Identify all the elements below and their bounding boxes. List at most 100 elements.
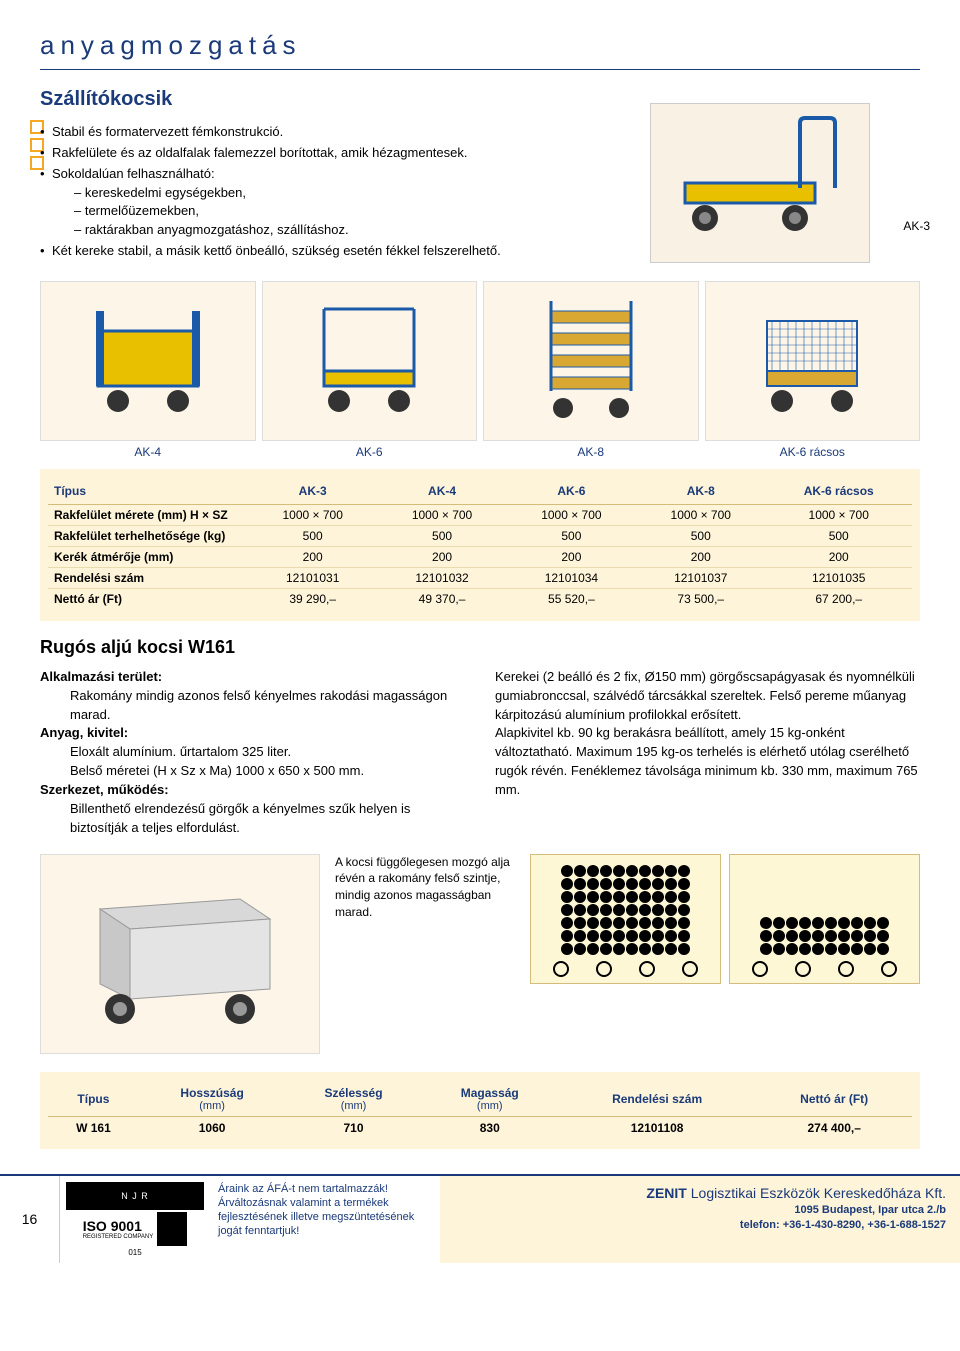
table-row: Rakfelület terhelhetősége (kg)5005005005…: [48, 525, 912, 546]
cell: 710: [285, 1116, 421, 1139]
hero-label: AK-3: [903, 219, 930, 233]
bullet-item: Stabil és formatervezett fémkonstrukció.: [40, 123, 580, 142]
table-row: Kerék átmérője (mm)200200200200200: [48, 546, 912, 567]
row-label: Nettó ár (Ft): [48, 588, 248, 609]
product-image: [40, 281, 256, 441]
bullet-item: Rakfelülete és az oldalfalak falemezzel …: [40, 144, 580, 163]
para: Rakomány mindig azonos felső kényelmes r…: [40, 687, 465, 725]
cell: 500: [377, 525, 506, 546]
product-image: [262, 281, 478, 441]
cell: 12101031: [248, 567, 377, 588]
th: AK-4: [377, 481, 506, 505]
th: Típus: [48, 1082, 139, 1117]
spec-table: TípusAK-3AK-4AK-6AK-8AK-6 rácsos Rakfelü…: [48, 481, 912, 609]
product-image: [705, 281, 921, 441]
para-heading: Szerkezet, működés:: [40, 781, 465, 800]
row-label: Kerék átmérője (mm): [48, 546, 248, 567]
cell: 274 400,–: [756, 1116, 912, 1139]
product-image: [483, 281, 699, 441]
cell: 500: [636, 525, 765, 546]
cell: 200: [765, 546, 912, 567]
company-address: 1095 Budapest, Ipar utca 2./b: [454, 1203, 946, 1218]
page-footer: 16 N J R ISO 9001 REGISTERED COMPANY 015…: [0, 1174, 960, 1263]
njr-logo: N J R: [66, 1182, 204, 1210]
row-label: Rakfelület terhelhetősége (kg): [48, 525, 248, 546]
cell: 1000 × 700: [636, 504, 765, 525]
row-label: Rakfelület mérete (mm) H × SZ: [48, 504, 248, 525]
cell: 200: [377, 546, 506, 567]
footer-company: ZENIT Logisztikai Eszközök Kereskedőháza…: [440, 1176, 960, 1263]
cell: 200: [248, 546, 377, 567]
sublist-item: kereskedelmi egységekben,: [74, 184, 580, 203]
company-name-bold: ZENIT: [646, 1185, 686, 1201]
gallery-label: AK-6: [262, 445, 478, 459]
cell: 1000 × 700: [507, 504, 636, 525]
para: Kerekei (2 beálló és 2 fix, Ø150 mm) gör…: [495, 668, 920, 725]
registered-label: REGISTERED COMPANY: [83, 1234, 154, 1240]
cell: 12101032: [377, 567, 506, 588]
th: AK-6: [507, 481, 636, 505]
diagram-note: A kocsi függőlegesen mozgó alja révén a …: [335, 854, 515, 921]
product-gallery: AK-4 AK-6 AK-8 AK-6 rácsos: [40, 281, 920, 459]
company-name-rest: Logisztikai Eszközök Kereskedőháza Kft.: [687, 1185, 946, 1201]
cell: 67 200,–: [765, 588, 912, 609]
para: Belső méretei (H x Sz x Ma) 1000 x 650 x…: [40, 762, 465, 781]
sublist: kereskedelmi egységekben, termelőüzemekb…: [52, 184, 580, 241]
cell: 1000 × 700: [377, 504, 506, 525]
gallery-label: AK-8: [483, 445, 699, 459]
th: Nettó ár (Ft): [756, 1082, 912, 1117]
th: Magasság(mm): [422, 1082, 558, 1117]
gallery-label: AK-6 rácsos: [705, 445, 921, 459]
cell: 73 500,–: [636, 588, 765, 609]
para: Alapkivitel kb. 90 kg berakásra beállíto…: [495, 724, 920, 799]
cell: 12101037: [636, 567, 765, 588]
cell: 830: [422, 1116, 558, 1139]
cell: 12101108: [558, 1116, 757, 1139]
spec-table2: TípusHosszúság(mm)Szélesség(mm)Magasság(…: [48, 1082, 912, 1139]
load-diagram-full: [530, 854, 721, 984]
load-diagram-low: [729, 854, 920, 984]
cell: 500: [507, 525, 636, 546]
row-label: Rendelési szám: [48, 567, 248, 588]
th: AK-3: [248, 481, 377, 505]
bullet-item: Két kereke stabil, a másik kettő önbeáll…: [40, 242, 580, 261]
gallery-label: AK-4: [40, 445, 256, 459]
th-label: Típus: [48, 481, 248, 505]
iso-label: ISO 9001: [83, 1218, 154, 1234]
footer-logos: N J R ISO 9001 REGISTERED COMPANY 015: [60, 1176, 210, 1263]
table-row: Rendelési szám12101031121010321210103412…: [48, 567, 912, 588]
cell: 49 370,–: [377, 588, 506, 609]
cell: 500: [248, 525, 377, 546]
cell: 1000 × 700: [248, 504, 377, 525]
bullet-item: Sokoldalúan felhasználható: kereskedelmi…: [40, 165, 580, 240]
cell: 1060: [139, 1116, 286, 1139]
hero-product-image: [650, 103, 870, 263]
th: Rendelési szám: [558, 1082, 757, 1117]
page-number: 16: [0, 1176, 60, 1263]
th: Hosszúság(mm): [139, 1082, 286, 1117]
cell: 39 290,–: [248, 588, 377, 609]
page-title: anyagmozgatás: [40, 30, 920, 61]
bullet-list: Stabil és formatervezett fémkonstrukció.…: [40, 123, 580, 261]
section2-title: Rugós aljú kocsi W161: [40, 637, 920, 658]
cell: 12101035: [765, 567, 912, 588]
ukas-logo: [157, 1212, 187, 1246]
footer-disclaimer: Áraink az ÁFÁ-t nem tartalmazzák! Árvált…: [210, 1176, 440, 1263]
para: Eloxált alumínium. űrtartalom 325 liter.: [40, 743, 465, 762]
divider: [40, 69, 920, 70]
table-row: Rakfelület mérete (mm) H × SZ1000 × 7001…: [48, 504, 912, 525]
th: AK-6 rácsos: [765, 481, 912, 505]
sublist-item: termelőüzemekben,: [74, 202, 580, 221]
col-right: Kerekei (2 beálló és 2 fix, Ø150 mm) gör…: [495, 668, 920, 838]
para-heading: Anyag, kivitel:: [40, 724, 465, 743]
cell: W 161: [48, 1116, 139, 1139]
para-heading: Alkalmazási terület:: [40, 668, 465, 687]
sublist-item: raktárakban anyagmozgatáshoz, szállításh…: [74, 221, 580, 240]
section1-title: Szállítókocsik: [40, 88, 580, 111]
alu-cart-image: [40, 854, 320, 1054]
table-row: Nettó ár (Ft)39 290,–49 370,–55 520,–73 …: [48, 588, 912, 609]
th: AK-8: [636, 481, 765, 505]
cell: 200: [636, 546, 765, 567]
cell: 12101034: [507, 567, 636, 588]
cell: 200: [507, 546, 636, 567]
